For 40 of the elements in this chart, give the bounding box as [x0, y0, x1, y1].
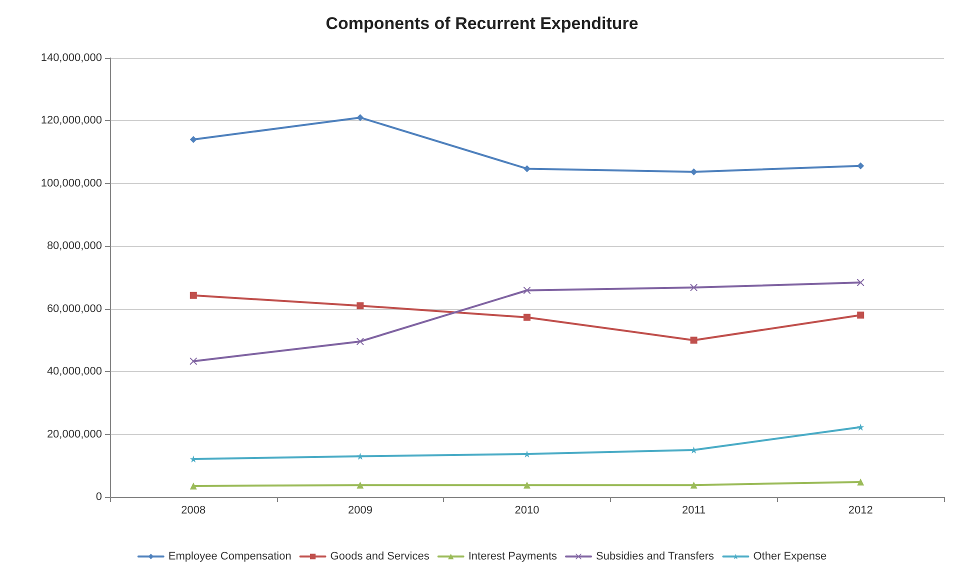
legend-label: Interest Payments [468, 550, 558, 562]
point [356, 302, 364, 310]
point [690, 336, 698, 344]
x-tick-label: 2011 [682, 504, 706, 516]
point [190, 292, 197, 299]
y-tick-label: 0 [96, 491, 102, 503]
point [190, 482, 197, 490]
point [356, 482, 364, 489]
y-tick-label: 120,000,000 [40, 114, 102, 127]
y-tick-label: 20,000,000 [46, 428, 102, 440]
legend-label: Subsidies and Transfers [596, 550, 715, 562]
point [190, 136, 197, 144]
y-tick-label: 40,000,000 [46, 366, 102, 378]
legend-label: Other Expense [753, 550, 827, 562]
x-tick-label: 2010 [514, 504, 540, 516]
y-tick-label: 80,000,000 [46, 240, 102, 252]
point [524, 450, 530, 458]
point [857, 162, 864, 170]
point [857, 478, 864, 486]
point [857, 279, 864, 286]
point [857, 312, 864, 319]
point [190, 358, 197, 365]
point [524, 165, 530, 172]
point [356, 452, 364, 460]
point [690, 482, 698, 489]
point [690, 168, 698, 176]
x-tick-label: 2008 [181, 504, 206, 516]
point [356, 114, 364, 122]
x-tick-label: 2012 [848, 504, 873, 516]
legend-label: Goods and Services [330, 550, 430, 562]
chart-title: Components of Recurrent Expenditure [326, 14, 638, 33]
legend-label: Employee Compensation [168, 550, 292, 562]
point [524, 482, 530, 489]
y-tick-label: 60,000,000 [46, 302, 102, 315]
point [524, 314, 530, 321]
y-tick-label: 100,000,000 [40, 177, 102, 190]
y-tick-label: 140,000,000 [40, 52, 102, 64]
x-tick-label: 2009 [348, 504, 372, 516]
point [524, 286, 530, 294]
point [857, 424, 864, 431]
